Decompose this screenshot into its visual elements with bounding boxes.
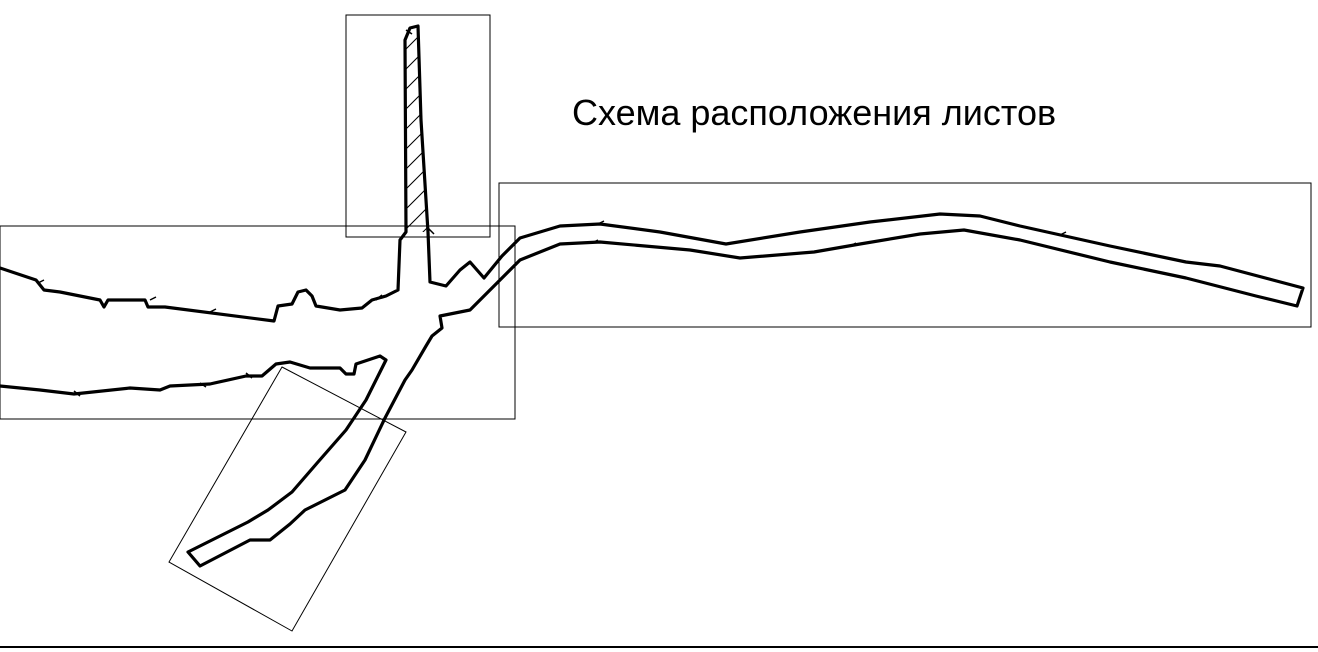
sheet-frame-east <box>498 182 1312 328</box>
road-network <box>0 24 1305 568</box>
sheet-frame-west <box>0 225 516 420</box>
road-ticks <box>37 29 1067 397</box>
hatched-segment <box>405 26 428 232</box>
sheet-frame-north <box>345 14 491 238</box>
bottom-divider <box>0 646 1318 648</box>
page-title: Схема расположения листов <box>572 92 1057 133</box>
road-west-upper-edge <box>0 24 1305 568</box>
sheet-frame-southwest <box>168 366 407 632</box>
